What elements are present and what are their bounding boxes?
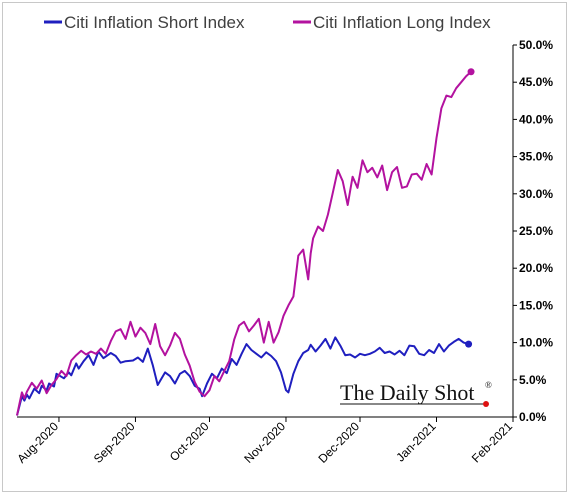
y-tick-label: 0.0% (519, 410, 547, 424)
x-tick-label: Aug-2020 (14, 419, 61, 466)
series-line-short (16, 336, 469, 416)
x-tick-label: Sep-2020 (91, 419, 138, 466)
x-tick-label: Oct-2020 (167, 419, 212, 464)
legend-label-long: Citi Inflation Long Index (313, 13, 491, 32)
series-end-marker-long (467, 68, 475, 76)
y-tick-label: 25.0% (519, 224, 553, 238)
chart-frame (2, 2, 567, 492)
series-end-marker-short (465, 340, 473, 348)
y-tick-label: 15.0% (519, 298, 553, 312)
y-tick-label: 10.0% (519, 336, 553, 350)
y-tick-label: 50.0% (519, 38, 553, 52)
y-tick-label: 20.0% (519, 261, 553, 275)
y-tick-label: 30.0% (519, 187, 553, 201)
watermark-registered: ® (485, 380, 492, 390)
x-tick-label: Dec-2020 (315, 419, 362, 466)
y-tick-label: 40.0% (519, 112, 553, 126)
watermark: The Daily Shot ® (340, 380, 492, 407)
x-tick-label: Jan-2021 (393, 419, 439, 465)
y-tick-label: 45.0% (519, 75, 553, 89)
legend: Citi Inflation Short Index Citi Inflatio… (44, 13, 491, 32)
x-tick-label: Nov-2020 (241, 419, 288, 466)
x-tick-label: Feb-2021 (469, 419, 515, 465)
x-tick-labels: Aug-2020 Sep-2020 Oct-2020 Nov-2020 Dec-2020… (14, 419, 515, 466)
y-tick-label: 5.0% (519, 373, 547, 387)
axes (17, 44, 517, 422)
y-tick-label: 35.0% (519, 150, 553, 164)
series-line-long (16, 71, 472, 416)
watermark-dot (483, 401, 489, 407)
legend-label-short: Citi Inflation Short Index (64, 13, 245, 32)
watermark-text: The Daily Shot (340, 380, 474, 405)
series-lines (16, 68, 475, 416)
y-tick-labels: 0.0% 5.0% 10.0% 15.0% 20.0% 25.0% 30.0% 35.0% 40… (519, 38, 553, 424)
